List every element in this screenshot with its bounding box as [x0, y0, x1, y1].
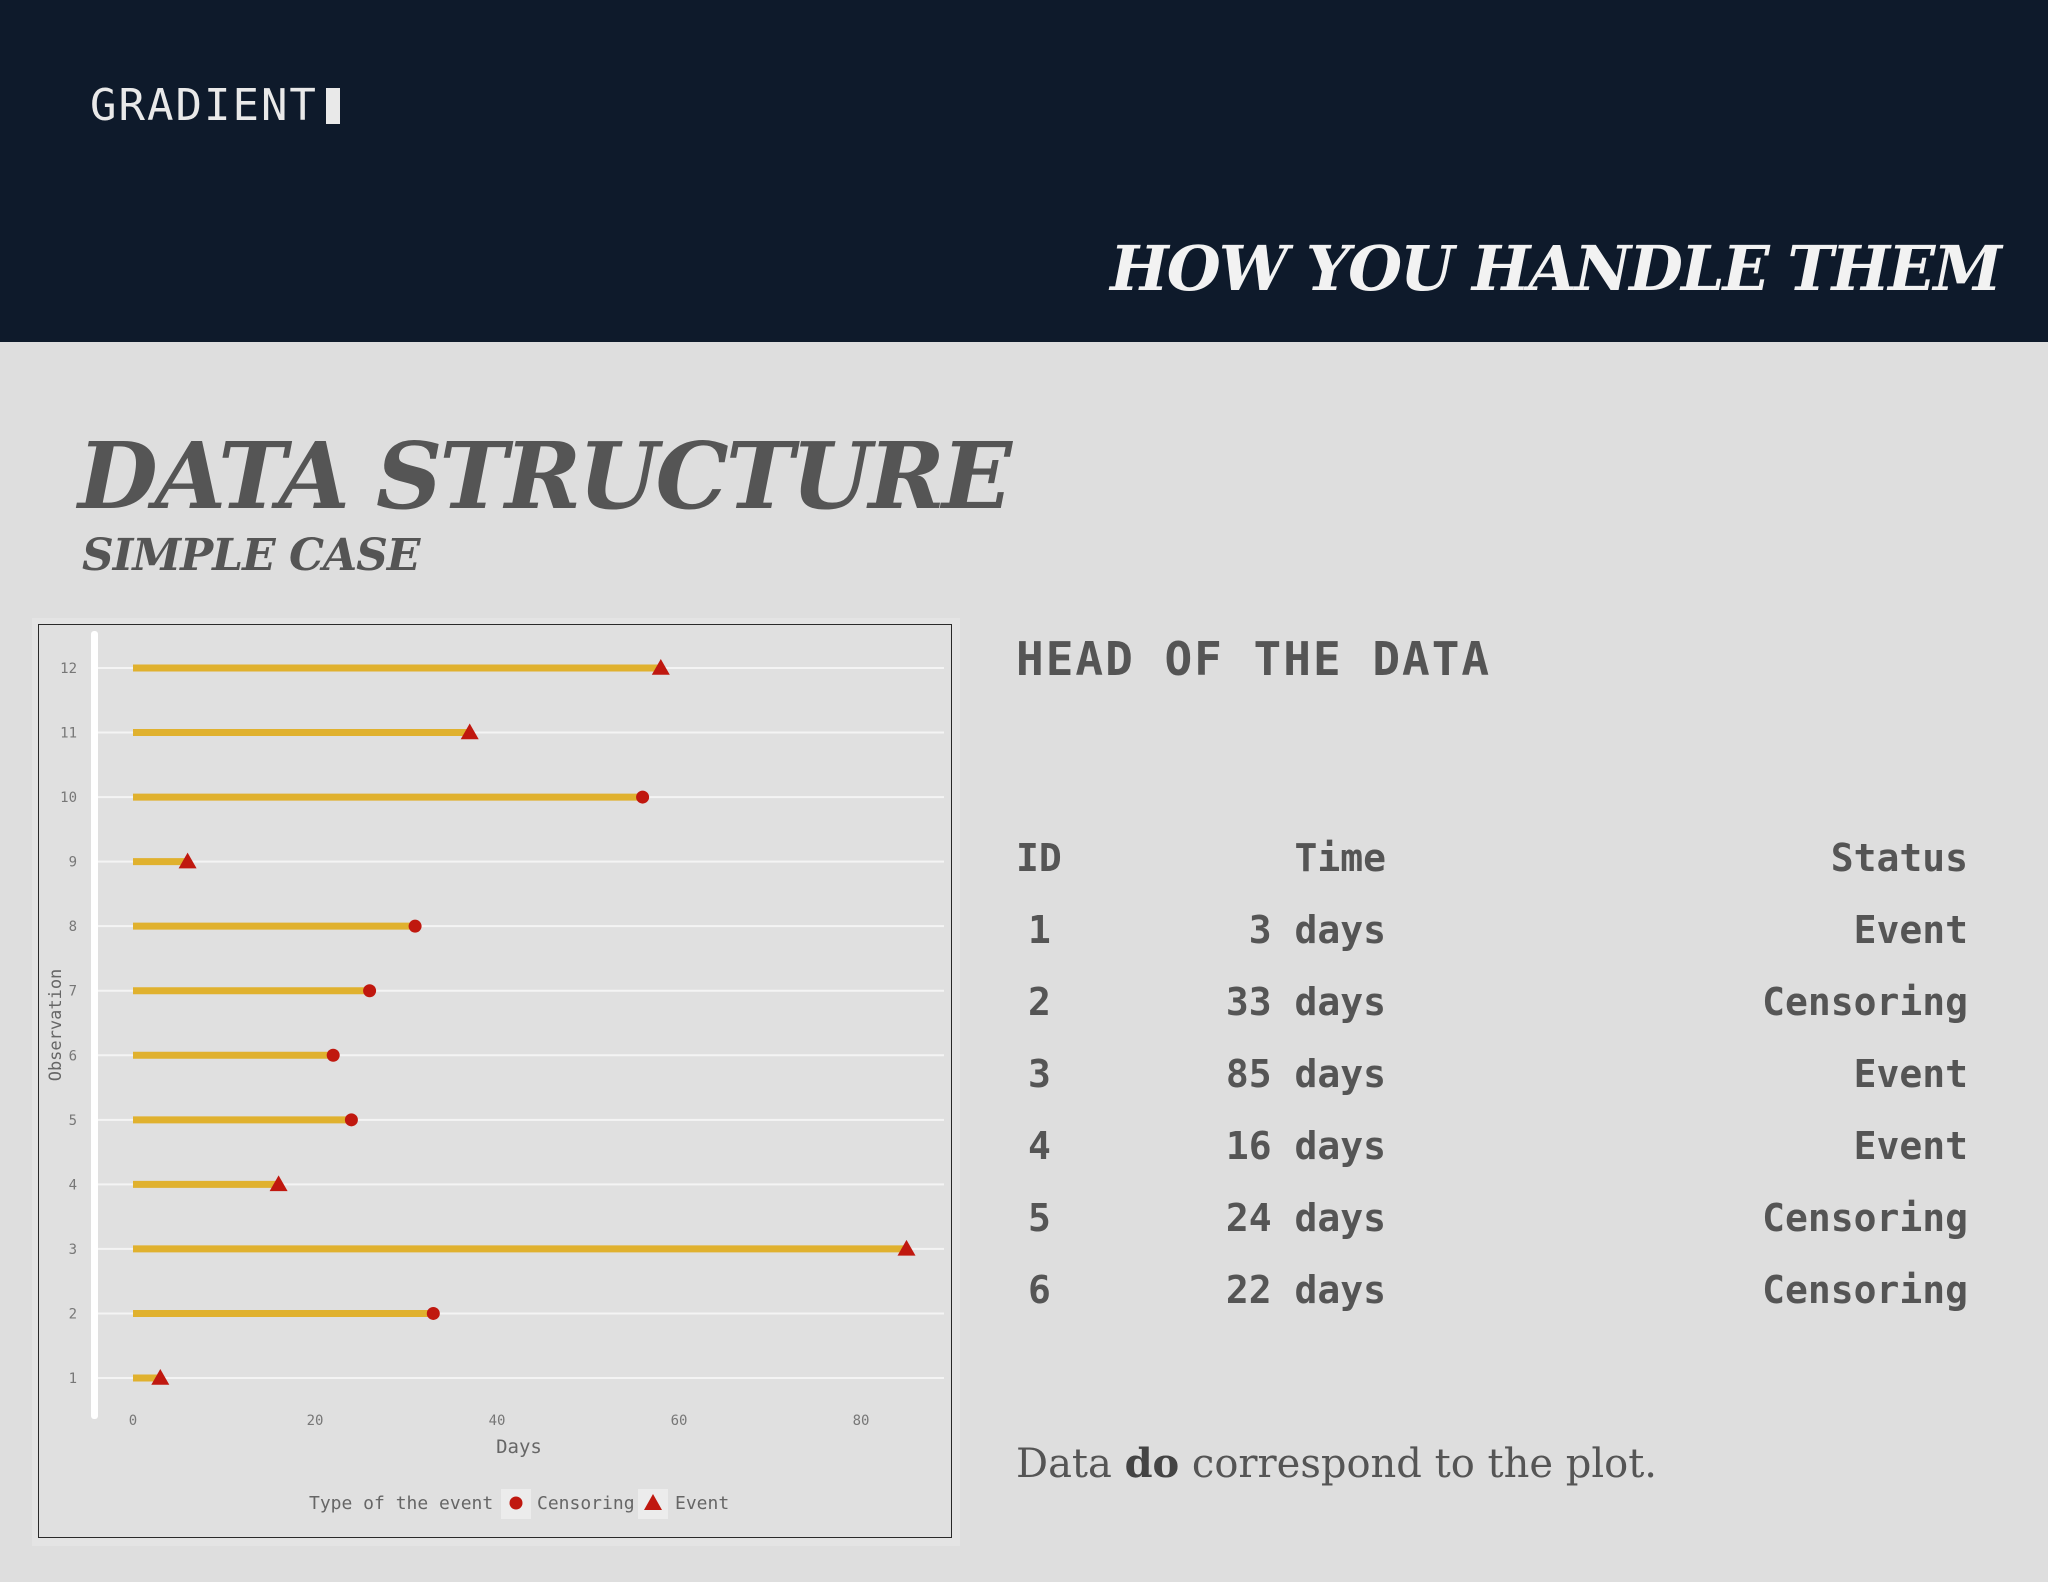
note-emphasis: do: [1124, 1440, 1180, 1487]
cell-time: 3 days: [1248, 908, 1386, 952]
event-marker: [178, 852, 197, 869]
logo-cursor-icon: [325, 87, 340, 124]
cell-time: 33 days: [1225, 980, 1386, 1024]
censoring-marker: [326, 1048, 340, 1062]
y-tick-label: 9: [69, 855, 77, 871]
column-header-status: Status: [1830, 836, 1968, 880]
legend-label-censoring: Censoring: [537, 1493, 635, 1514]
y-tick-label: 6: [69, 1048, 77, 1064]
x-tick-label: 60: [671, 1413, 688, 1429]
legend-label-event: Event: [675, 1493, 729, 1514]
table-row: 6 22 days Censoring: [1016, 1254, 1968, 1326]
cell-time: 85 days: [1225, 1052, 1386, 1096]
censoring-marker: [426, 1306, 440, 1320]
header-bar: GRADIENT HOW YOU HANDLE THEM: [0, 0, 2048, 342]
event-marker: [897, 1239, 916, 1256]
column-header-time: Time: [1294, 836, 1386, 880]
chart-frame: 1 2 3 4 5 6 7 8 9 10 11 12 0 20 40 60 80 Observation Da…: [32, 618, 960, 1546]
legend-event-icon: [644, 1494, 662, 1510]
cell-status: Censoring: [1762, 1268, 1968, 1312]
cell-id: 5: [1028, 1196, 1051, 1240]
cell-id: 6: [1028, 1268, 1051, 1312]
x-tick-label: 20: [307, 1413, 324, 1429]
data-table: ID Time Status 1 3 days Event 2 33 days …: [1016, 822, 1968, 1326]
note-before: Data: [1016, 1441, 1125, 1487]
table-title: HEAD OF THE DATA: [1016, 632, 1492, 686]
slide-subtitle: SIMPLE CASE: [82, 530, 420, 581]
censoring-marker: [408, 919, 422, 933]
y-tick-label: 12: [60, 661, 77, 677]
table-row: 2 33 days Censoring: [1016, 966, 1968, 1038]
censoring-marker: [636, 790, 650, 804]
table-row: 3 85 days Event: [1016, 1038, 1968, 1110]
x-tick-label: 40: [489, 1413, 506, 1429]
event-marker: [460, 723, 479, 740]
x-tick-label: 80: [853, 1413, 870, 1429]
legend-censoring-icon: [509, 1496, 523, 1510]
table-row: 5 24 days Censoring: [1016, 1182, 1968, 1254]
y-axis-line: [91, 631, 98, 1419]
logo: GRADIENT: [90, 80, 340, 131]
table-row: 4 16 days Event: [1016, 1110, 1968, 1182]
cell-id: 1: [1028, 908, 1051, 952]
y-axis-label: Observation: [46, 969, 66, 1082]
cell-time: 22 days: [1225, 1268, 1386, 1312]
y-tick-label: 10: [60, 790, 77, 806]
y-tick-label: 5: [69, 1113, 77, 1129]
y-tick-label: 8: [69, 919, 77, 935]
y-tick-label: 7: [69, 984, 77, 1000]
chart-panel: 1 2 3 4 5 6 7 8 9 10 11 12 0 20 40 60 80 Observation Da…: [38, 624, 952, 1538]
event-marker: [269, 1175, 288, 1192]
cell-time: 16 days: [1225, 1124, 1386, 1168]
table-header-row: ID Time Status: [1016, 822, 1968, 894]
censoring-marker: [344, 1113, 358, 1127]
cell-status: Event: [1853, 1124, 1968, 1168]
censoring-marker: [363, 984, 377, 998]
y-tick-label: 11: [60, 726, 77, 742]
cell-id: 2: [1028, 980, 1051, 1024]
cell-status: Censoring: [1762, 1196, 1968, 1240]
event-marker: [151, 1369, 170, 1385]
x-axis-label: Days: [496, 1436, 542, 1458]
column-header-id: ID: [1016, 836, 1062, 880]
cell-status: Event: [1853, 908, 1968, 952]
note-text: Data do correspond to the plot.: [1016, 1440, 1657, 1487]
y-tick-label: 3: [69, 1242, 77, 1258]
slide-title: DATA STRUCTURE: [78, 422, 1012, 530]
table-row: 1 3 days Event: [1016, 894, 1968, 966]
legend-title: Type of the event: [309, 1493, 493, 1514]
header-title: HOW YOU HANDLE THEM: [1110, 232, 2002, 305]
cell-time: 24 days: [1225, 1196, 1386, 1240]
x-tick-label: 0: [129, 1413, 137, 1429]
event-marker: [651, 659, 670, 675]
y-tick-label: 2: [69, 1306, 77, 1322]
y-tick-label: 4: [69, 1177, 77, 1193]
cell-status: Event: [1853, 1052, 1968, 1096]
note-after: correspond to the plot.: [1179, 1441, 1657, 1487]
chart-legend: Type of the event Censoring Event: [309, 1489, 729, 1519]
cell-id: 4: [1028, 1124, 1051, 1168]
logo-text: GRADIENT: [90, 80, 318, 131]
y-tick-label: 1: [69, 1371, 77, 1387]
cell-status: Censoring: [1762, 980, 1968, 1024]
cell-id: 3: [1028, 1052, 1051, 1096]
